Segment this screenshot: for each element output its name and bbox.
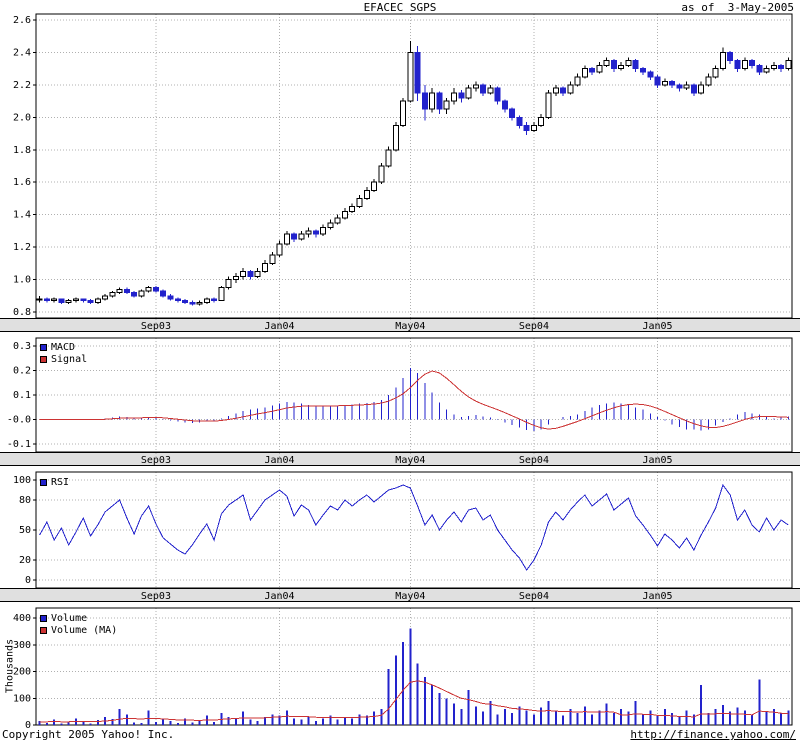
svg-text:Jan05: Jan05 (642, 591, 672, 602)
svg-text:0.2: 0.2 (13, 366, 31, 377)
svg-text:80: 80 (19, 495, 31, 506)
svg-text:-0.1: -0.1 (7, 439, 31, 450)
rsi-series-label: RSI (51, 476, 70, 488)
signal-legend-row: Signal (40, 353, 88, 365)
svg-text:2.0: 2.0 (13, 112, 31, 123)
macd-series-swatch-icon (40, 343, 47, 351)
svg-text:0.3: 0.3 (13, 341, 31, 352)
signal-series-label: Signal (51, 353, 88, 365)
svg-text:1.6: 1.6 (13, 177, 31, 188)
svg-text:100: 100 (13, 693, 31, 704)
svg-text:Sep04: Sep04 (519, 591, 549, 602)
as-of-date: as of 3-May-2005 (681, 1, 794, 14)
macd-legend: MACD Signal (40, 342, 87, 366)
signal-series-swatch-icon (40, 355, 47, 363)
svg-text:Jan05: Jan05 (642, 321, 672, 332)
svg-text:Sep04: Sep04 (519, 455, 549, 466)
svg-text:Sep03: Sep03 (141, 321, 171, 332)
volume-axis-title: Thousands (4, 638, 16, 694)
macd-legend-row: MACD (40, 341, 87, 353)
svg-text:300: 300 (13, 640, 31, 651)
svg-text:Sep03: Sep03 (141, 455, 171, 466)
svg-text:Jan04: Jan04 (264, 455, 294, 466)
svg-text:May04: May04 (395, 321, 425, 332)
chart-title: EFACEC SGPS (363, 1, 437, 14)
volume-series-swatch-icon (40, 614, 47, 622)
svg-text:0.8: 0.8 (13, 307, 31, 318)
svg-text:0: 0 (25, 575, 31, 586)
svg-text:0.1: 0.1 (13, 390, 31, 401)
rsi-legend-row: RSI (40, 476, 70, 488)
copyright-text: Copyright 2005 Yahoo! Inc. (2, 728, 175, 741)
rsi-series-swatch-icon (40, 478, 47, 486)
svg-text:1.2: 1.2 (13, 242, 31, 253)
svg-text:May04: May04 (395, 591, 425, 602)
svg-text:100: 100 (13, 475, 31, 486)
rsi-legend: RSI (40, 477, 69, 489)
svg-text:2.6: 2.6 (13, 15, 31, 26)
svg-text:Jan04: Jan04 (264, 321, 294, 332)
svg-text:1.8: 1.8 (13, 145, 31, 156)
svg-text:1.4: 1.4 (13, 210, 31, 221)
svg-text:2.2: 2.2 (13, 80, 31, 91)
svg-text:2.4: 2.4 (13, 47, 31, 58)
svg-text:50: 50 (19, 525, 31, 536)
svg-text:Sep04: Sep04 (519, 321, 549, 332)
svg-text:0: 0 (25, 720, 31, 731)
svg-text:20: 20 (19, 555, 31, 566)
volume-series-label: Volume (51, 612, 88, 624)
svg-text:400: 400 (13, 613, 31, 624)
svg-text:Sep03: Sep03 (141, 591, 171, 602)
volume-ma-series-label: Volume (MA) (51, 624, 118, 636)
volume-ma-legend-row: Volume (MA) (40, 624, 118, 636)
svg-text:Jan04: Jan04 (264, 591, 294, 602)
svg-text:Jan05: Jan05 (642, 455, 672, 466)
svg-text:1.0: 1.0 (13, 275, 31, 286)
volume-ma-series-swatch-icon (40, 626, 47, 634)
volume-legend: Volume Volume (MA) (40, 613, 117, 637)
svg-text:May04: May04 (395, 455, 425, 466)
finance-yahoo-link[interactable]: http://finance.yahoo.com/ (630, 728, 796, 741)
svg-text:-0.0: -0.0 (7, 415, 31, 426)
macd-series-label: MACD (51, 341, 76, 353)
svg-text:200: 200 (13, 667, 31, 678)
volume-legend-row: Volume (40, 612, 117, 624)
